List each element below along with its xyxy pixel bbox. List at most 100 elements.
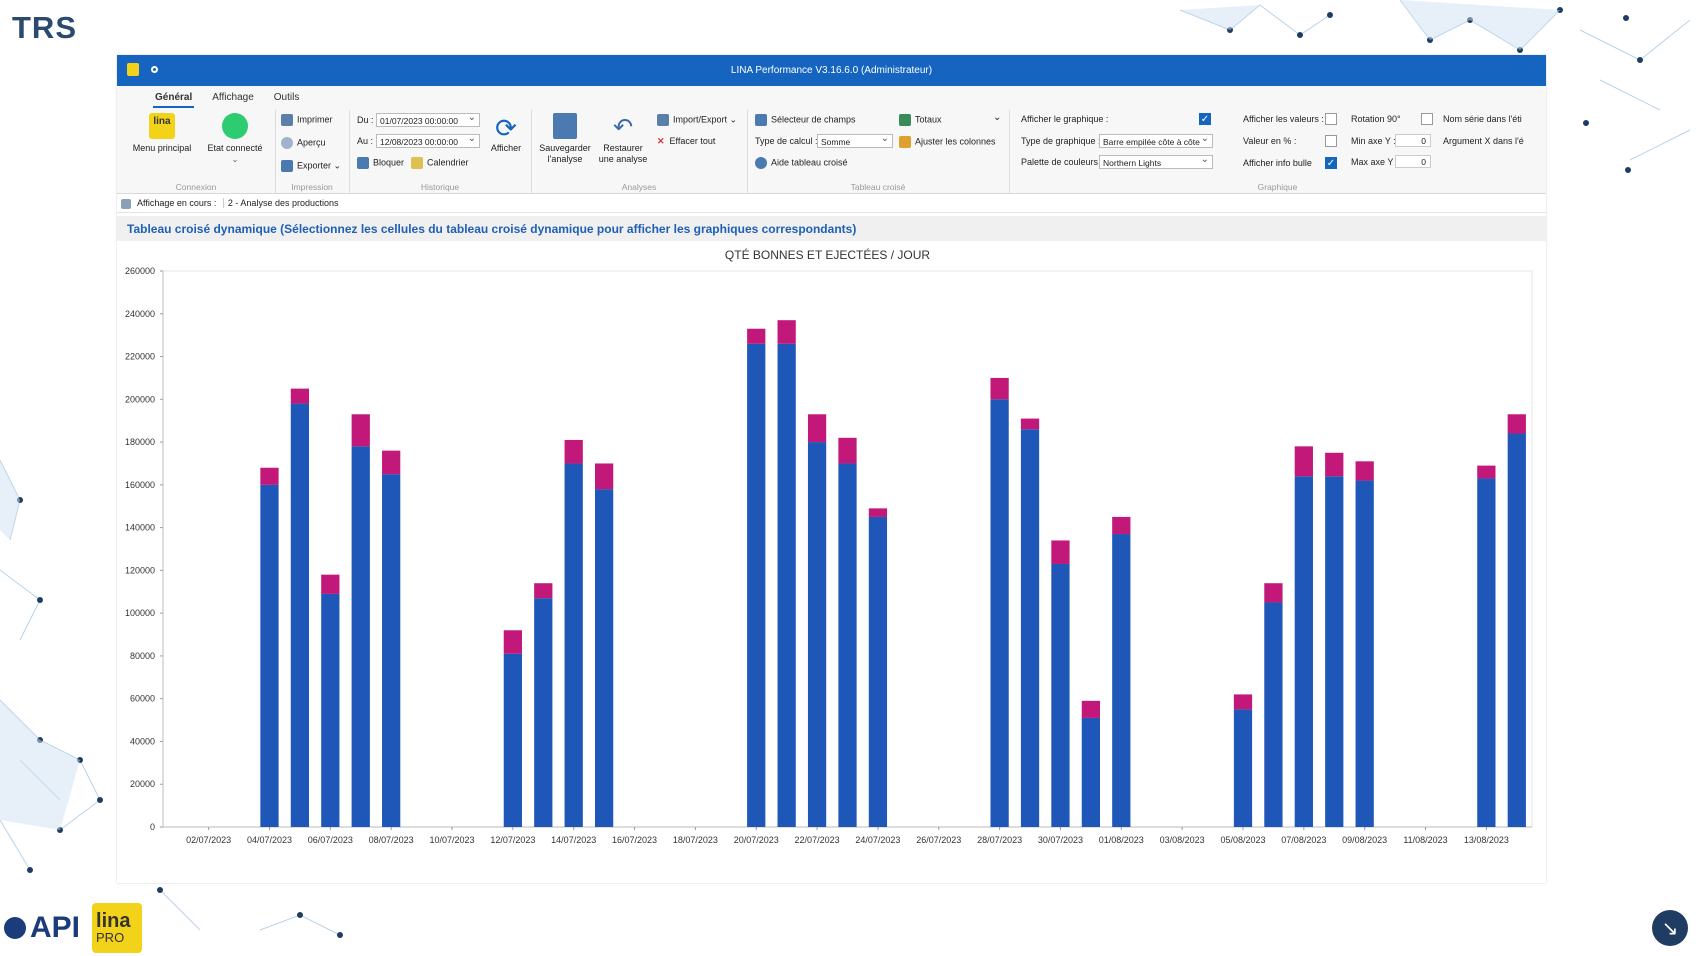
lock-button[interactable]: Bloquer (357, 157, 404, 169)
refresh-icon: ⟳ (495, 113, 517, 143)
show-values-checkbox[interactable] (1325, 113, 1337, 125)
calendar-button[interactable]: Calendrier (411, 157, 469, 169)
main-menu-button[interactable]: lina Menu principal (131, 113, 193, 154)
tab-affichage[interactable]: Affichage (212, 92, 254, 103)
import-export-label: Import/Export (673, 114, 728, 125)
from-date-picker[interactable]: 01/07/2023 00:00:00 (376, 111, 480, 127)
connection-state-button[interactable]: Etat connecté ⌄ (203, 113, 267, 165)
group-graphique: Afficher le graphique : ✓ Type de graphi… (1009, 110, 1546, 194)
current-view-value[interactable]: 2 - Analyse des productions (222, 198, 339, 208)
x-tick-label: 03/08/2023 (1160, 835, 1205, 845)
print-label: Imprimer (297, 114, 333, 125)
tab-outils[interactable]: Outils (273, 92, 300, 103)
undo-icon: ↶ (612, 114, 634, 141)
lina-pro-logo: lina PRO (92, 903, 143, 953)
group-connexion: lina Menu principal Etat connecté ⌄ Conn… (117, 110, 276, 194)
app-window: LINA Performance V3.16.6.0 (Administrate… (117, 55, 1546, 883)
group-label-impression: Impression (291, 182, 333, 192)
app-icon[interactable] (127, 63, 139, 76)
totals-dropdown-chevron-icon[interactable]: ⌄ (993, 112, 1002, 123)
clear-all-label: Effacer tout (669, 136, 716, 146)
pin-icon[interactable] (151, 66, 158, 73)
x-tick-label: 01/08/2023 (1099, 835, 1144, 845)
bar-good-28/07/2023 (990, 399, 1009, 827)
export-label: Exporter (297, 160, 332, 171)
bar-ejected-05/07/2023 (290, 388, 310, 404)
to-label: Au : (357, 136, 374, 146)
palette-select[interactable]: Northern Lights (1099, 153, 1213, 169)
adjust-columns-button[interactable]: Ajuster les colonnes (899, 136, 996, 148)
import-export-button[interactable]: Import/Export ⌄ (657, 114, 737, 126)
value-percent-checkbox[interactable] (1325, 135, 1337, 147)
y-tick-label: 260000 (125, 266, 155, 276)
show-values-label: Afficher les valeurs : (1243, 114, 1324, 124)
main-menu-label: Menu principal (132, 143, 192, 153)
bar-ejected-08/07/2023 (382, 450, 401, 475)
palette-label: Palette de couleurs : (1021, 157, 1104, 167)
totals-icon (899, 114, 911, 126)
show-button[interactable]: ⟳ Afficher (485, 113, 527, 154)
restore-analysis-button[interactable]: ↶ Restaurer une analyse (595, 113, 651, 165)
x-tick-label: 10/07/2023 (429, 835, 474, 845)
y-tick-label: 60000 (130, 694, 155, 704)
save-analysis-button[interactable]: Sauvegarder l'analyse (535, 113, 595, 165)
show-chart-checkbox[interactable]: ✓ (1199, 113, 1211, 125)
to-date-picker[interactable]: 12/08/2023 00:00:00 (376, 132, 480, 148)
y-tick-label: 160000 (125, 480, 155, 490)
min-y-input[interactable]: 0 (1395, 134, 1431, 147)
expand-arrow-icon[interactable]: ↘ (1652, 910, 1688, 946)
api-globe-icon (4, 917, 26, 939)
preview-button[interactable]: Aperçu (281, 137, 326, 149)
tab-general[interactable]: Général (145, 86, 202, 110)
pivot-banner: Tableau croisé dynamique (Sélectionnez l… (117, 216, 1546, 243)
rotation-checkbox[interactable] (1421, 113, 1433, 125)
chart-type-select[interactable]: Barre empilée côte à côte (1099, 132, 1213, 148)
calc-type-select[interactable]: Somme (817, 132, 893, 148)
print-button[interactable]: Imprimer (281, 114, 333, 126)
y-tick-label: 180000 (125, 437, 155, 447)
group-tableau-croise: Sélecteur de champs Totaux ⌄ Type de cal… (747, 110, 1010, 194)
field-selector-icon (755, 114, 767, 126)
lina-icon: lina (149, 113, 175, 139)
bar-good-06/07/2023 (321, 593, 340, 827)
bar-good-13/07/2023 (534, 598, 553, 827)
totals-button[interactable]: Totaux (899, 114, 942, 126)
help-icon (755, 157, 767, 169)
y-tick-label: 80000 (130, 651, 155, 661)
bar-good-14/07/2023 (564, 463, 583, 827)
bar-ejected-29/07/2023 (1020, 418, 1040, 430)
bar-ejected-07/08/2023 (1294, 446, 1313, 477)
x-tick-label: 30/07/2023 (1038, 835, 1083, 845)
x-tick-label: 09/08/2023 (1342, 835, 1387, 845)
value-percent-label: Valeur en % : (1243, 136, 1297, 146)
arg-x-label: Argument X dans l'é (1443, 136, 1524, 146)
bar-ejected-28/07/2023 (990, 377, 1009, 400)
bar-good-13/08/2023 (1477, 478, 1496, 827)
group-analyses: Sauvegarder l'analyse ↶ Restaurer une an… (531, 110, 748, 194)
export-icon (281, 160, 293, 172)
bar-good-05/08/2023 (1233, 709, 1253, 827)
group-label-analyses: Analyses (621, 182, 657, 192)
bar-ejected-14/08/2023 (1507, 414, 1526, 434)
field-selector-label: Sélecteur de champs (771, 114, 856, 125)
max-y-input[interactable]: 0 (1395, 155, 1431, 168)
group-label-graphique: Graphique (1257, 182, 1298, 192)
tooltip-checkbox[interactable]: ✓ (1325, 157, 1337, 169)
bar-good-14/08/2023 (1507, 433, 1526, 827)
magnifier-icon (281, 137, 293, 149)
save-icon (553, 113, 577, 139)
pivot-help-button[interactable]: Aide tableau croisé (755, 157, 848, 169)
y-tick-label: 20000 (130, 779, 155, 789)
view-icon (121, 198, 131, 209)
x-tick-label: 20/07/2023 (734, 835, 779, 845)
export-button[interactable]: Exporter ⌄ (281, 160, 341, 172)
series-name-label: Nom série dans l'éti (1443, 114, 1522, 124)
clear-all-button[interactable]: ✕ Effacer tout (657, 136, 715, 147)
bar-ejected-22/07/2023 (807, 414, 827, 443)
x-tick-label: 18/07/2023 (673, 835, 718, 845)
chart-title: QTÉ BONNES ET EJECTÉES / JOUR (725, 247, 930, 262)
totals-label: Totaux (915, 114, 942, 125)
group-label-tableau-croise: Tableau croisé (850, 182, 906, 192)
import-export-icon (657, 114, 669, 126)
field-selector-button[interactable]: Sélecteur de champs (755, 114, 856, 126)
